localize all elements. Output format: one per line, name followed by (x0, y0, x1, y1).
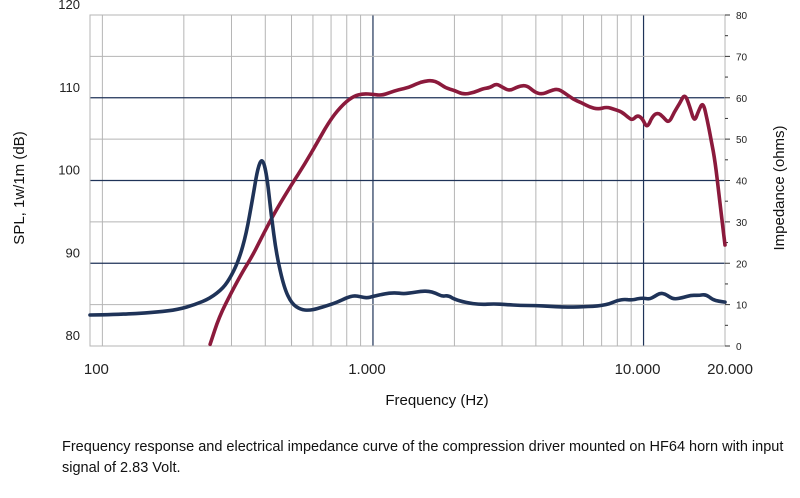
x-tick-label: 20.000 (707, 361, 753, 378)
figure-caption: Frequency response and electrical impeda… (62, 439, 784, 476)
grid (89, 14, 730, 347)
x-axis-title: Frequency (Hz) (385, 392, 488, 409)
y-right-tick-label: 30 (736, 218, 748, 229)
y-right-tick-label: 40 (736, 177, 748, 188)
y-right-tick-label: 20 (736, 259, 748, 270)
y-left-tick-label: 120 (58, 0, 80, 12)
x-tick-label: 100 (84, 361, 109, 378)
plot-lines (88, 78, 727, 347)
x-tick-label: 10.000 (615, 361, 661, 378)
y-axis-right-title: Impedance (ohms) (771, 125, 788, 250)
y-right-tick-label: 10 (736, 301, 748, 312)
x-tick-label: 1.000 (348, 361, 386, 378)
y-left-tick-label: 100 (58, 163, 80, 178)
y-left-tick-label: 80 (66, 328, 80, 343)
y-left-tick-label: 110 (59, 80, 80, 95)
y-left-tick-label: 90 (66, 245, 80, 260)
y-right-tick-label: 50 (736, 135, 748, 146)
impedance-curve (88, 159, 727, 317)
y-right-tick-label: 70 (736, 52, 748, 63)
y-axis-left-title: SPL, 1w/1m (dB) (11, 131, 28, 244)
y-right-tick-label: 80 (736, 11, 748, 22)
y-right-tick-label: 0 (736, 342, 742, 353)
y-right-tick-label: 60 (736, 94, 748, 105)
spl-curve (208, 78, 727, 347)
tick-labels: 80 90 100 110 120 0 10 20 30 40 50 60 70 80 100 1.000 10… (58, 0, 753, 378)
chart: 80 90 100 110 120 0 10 20 30 40 50 60 70 80 100 1.000 10… (11, 0, 788, 409)
